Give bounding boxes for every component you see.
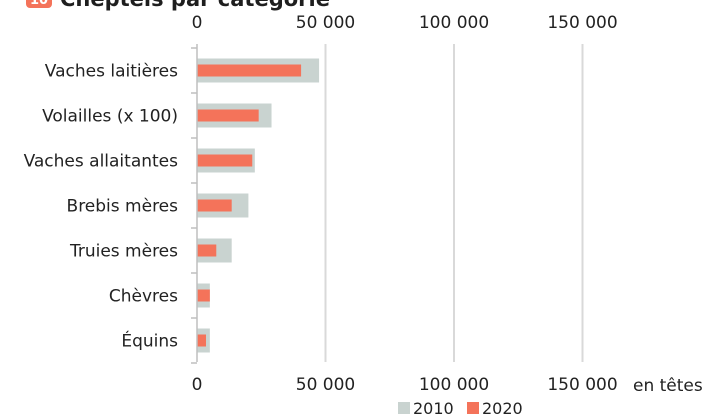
legend-label: 2020	[482, 399, 523, 417]
x-tick-label-bottom: 0	[192, 375, 203, 395]
chart-title: Cheptels par catégorie	[60, 0, 330, 11]
y-axis	[191, 44, 198, 364]
legend: 2010 2020	[398, 399, 523, 417]
category-labels: Vaches laitières Volailles (x 100) Vaches …	[24, 62, 179, 352]
chart-title-group: 10 Cheptels par catégorie	[26, 0, 330, 11]
x-tick-label-top: 150 000	[547, 13, 617, 33]
bar-2020	[197, 64, 302, 77]
x-tick-label-bottom: 100 000	[419, 375, 489, 395]
x-tick-label-top: 0	[192, 13, 203, 33]
category-label: Équins	[121, 330, 178, 352]
bars	[197, 58, 320, 353]
x-axis-bottom-ticks: 0 50 000 100 000 150 000	[192, 375, 618, 395]
bar-2020	[197, 109, 259, 122]
category-label: Vaches allaitantes	[24, 152, 179, 172]
category-label: Vaches laitières	[45, 62, 178, 82]
x-tick-label-bottom: 150 000	[547, 375, 617, 395]
bar-2020	[197, 289, 210, 302]
x-tick-label-top: 100 000	[419, 13, 489, 33]
bar-2020	[197, 334, 206, 347]
x-axis-top-ticks: 0 50 000 100 000 150 000	[192, 13, 618, 33]
category-label: Truies mères	[69, 242, 178, 262]
legend-swatch	[467, 402, 479, 414]
category-label: Brebis mères	[67, 197, 179, 217]
gridlines	[324, 44, 584, 362]
legend-label: 2010	[413, 399, 454, 417]
category-label: Volailles (x 100)	[42, 107, 178, 127]
figure-number-text: 10	[30, 0, 48, 8]
figure-number-badge	[26, 0, 52, 8]
bar-2020	[197, 154, 253, 167]
bar-2020	[197, 199, 232, 212]
x-tick-label-top: 50 000	[296, 13, 355, 33]
x-axis-unit-label: en têtes	[633, 376, 703, 396]
legend-swatch	[398, 402, 410, 414]
x-tick-label-bottom: 50 000	[296, 375, 355, 395]
category-label: Chèvres	[109, 287, 178, 307]
bar-2020	[197, 244, 217, 257]
